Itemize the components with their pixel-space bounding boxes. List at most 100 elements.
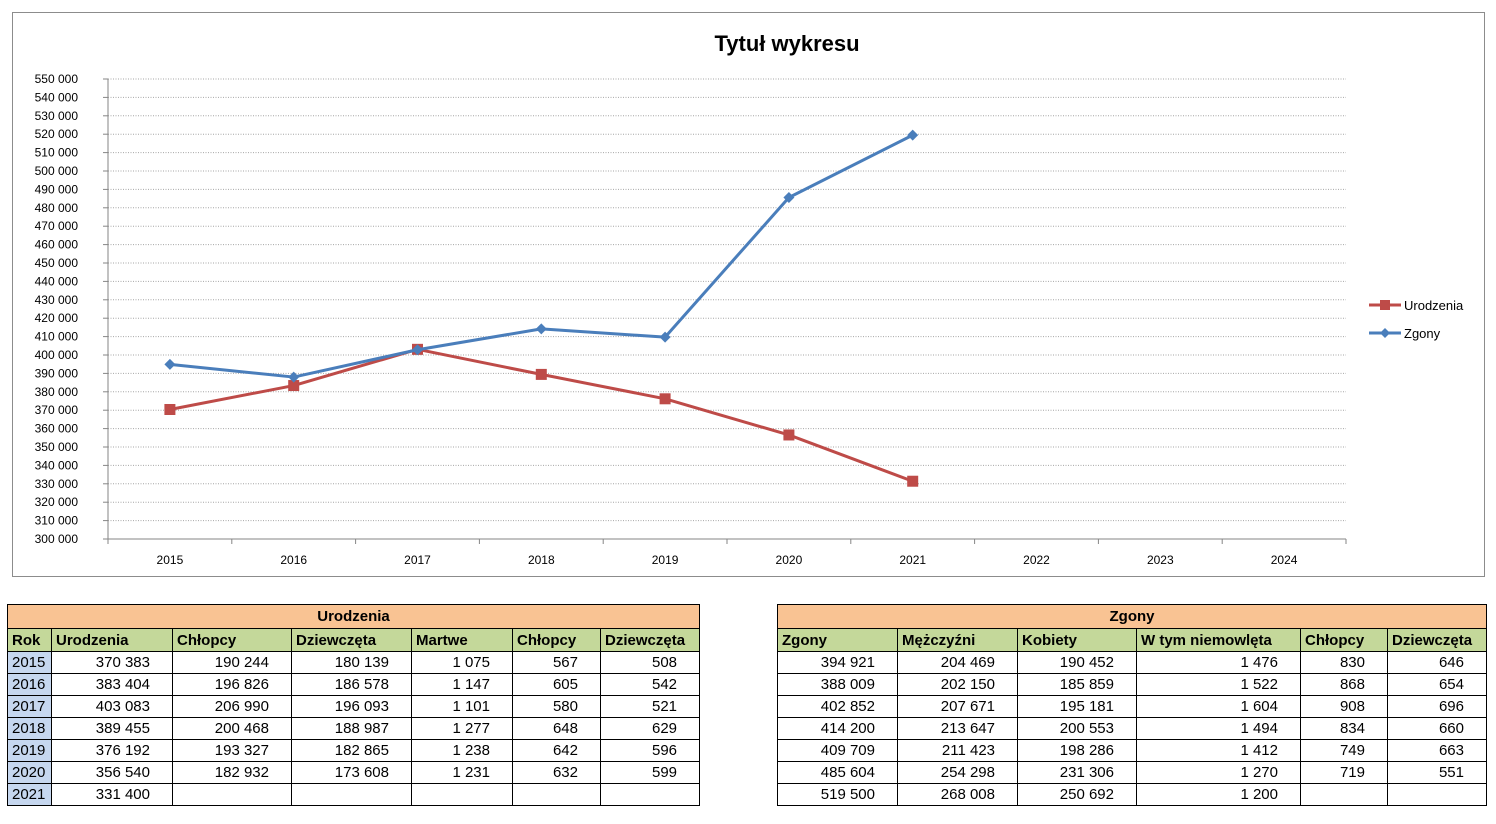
data-point-zgony (659, 331, 671, 343)
table-cell: 200 468 (172, 717, 292, 740)
table-row: 2018 389 455 200 468 188 987 1 277 648 629 (7, 717, 701, 740)
table-cell: 663 (1387, 739, 1487, 762)
y-tick-label: 350 000 (35, 440, 79, 454)
y-tick-label: 470 000 (35, 219, 79, 233)
y-tick-label: 400 000 (35, 348, 79, 362)
table-cell: 370 383 (51, 651, 173, 674)
table-cell: 190 244 (172, 651, 292, 674)
year-cell: 2018 (7, 717, 52, 740)
y-tick-label: 480 000 (35, 201, 79, 215)
table-cell: 542 (599, 673, 701, 696)
table-cell: 388 009 (777, 673, 898, 696)
x-tick-label: 2017 (404, 553, 431, 567)
table-cell: 1 277 (411, 717, 513, 740)
line-chart: Tytuł wykresu 300 000 310 000 320 000 330 00… (35, 31, 1464, 567)
table-cell: 696 (1387, 695, 1487, 718)
x-tick-label: 2018 (528, 553, 555, 567)
x-tick-label: 2024 (1271, 553, 1298, 567)
x-tick-label: 2022 (1023, 553, 1050, 567)
column-header: Rok (7, 628, 52, 652)
table-cell: 1 238 (411, 739, 513, 762)
table-cell: 409 709 (777, 739, 898, 762)
data-point-zgony (288, 371, 300, 383)
table-cell (1387, 783, 1487, 806)
column-header: Kobiety (1017, 628, 1137, 652)
y-tick-label: 330 000 (35, 477, 79, 491)
column-header: Chłopcy (1300, 628, 1388, 652)
column-header: Dziewczęta (291, 628, 412, 652)
table-cell (172, 783, 292, 806)
table-cell: 485 604 (777, 761, 898, 784)
table-cell: 356 540 (51, 761, 173, 784)
chart-title: Tytuł wykresu (714, 31, 859, 56)
table-cell (291, 783, 412, 806)
table-cell: 646 (1387, 651, 1487, 674)
table-row: 2017 403 083 206 990 196 093 1 101 580 521 (7, 695, 701, 718)
y-tick-label: 490 000 (35, 182, 79, 196)
table-cell: 1 200 (1136, 783, 1301, 806)
y-tick-label: 380 000 (35, 385, 79, 399)
x-tick-label: 2021 (899, 553, 926, 567)
table-row: 414 200 213 647 200 553 1 494 834 660 (777, 717, 1487, 740)
table-cell: 331 400 (51, 783, 173, 806)
legend-marker-urodzenia (1380, 300, 1390, 310)
year-cell: 2015 (7, 651, 52, 674)
legend-marker-zgony (1380, 328, 1390, 338)
y-tick-label: 420 000 (35, 311, 79, 325)
table-cell: 207 671 (897, 695, 1018, 718)
table-row: 402 852 207 671 195 181 1 604 908 696 (777, 695, 1487, 718)
x-tick-label: 2015 (157, 553, 184, 567)
y-tick-label: 300 000 (35, 532, 79, 546)
table-cell: 1 147 (411, 673, 513, 696)
table-header-row: Rok Urodzenia Chłopcy Dziewczęta Martwe Chłop… (7, 628, 701, 652)
table-cell: 599 (599, 761, 701, 784)
table-cell: 394 921 (777, 651, 898, 674)
table-cell: 1 522 (1136, 673, 1301, 696)
table-cell: 193 327 (172, 739, 292, 762)
x-tick-label: 2020 (776, 553, 803, 567)
table-cell: 519 500 (777, 783, 898, 806)
table-cell: 182 865 (291, 739, 412, 762)
table-row: 388 009 202 150 185 859 1 522 868 654 (777, 673, 1487, 696)
table-cell: 200 553 (1017, 717, 1137, 740)
table-cell: 383 404 (51, 673, 173, 696)
table-cell: 834 (1300, 717, 1388, 740)
table-cell: 414 200 (777, 717, 898, 740)
y-tick-label: 460 000 (35, 238, 79, 252)
table-cell: 580 (512, 695, 601, 718)
column-header: W tym niemowlęta (1136, 628, 1301, 652)
column-header: Chłopcy (512, 628, 601, 652)
y-tick-label: 540 000 (35, 90, 79, 104)
data-point-urodzenia (907, 475, 919, 487)
y-tick-label: 370 000 (35, 403, 79, 417)
table-cell: 830 (1300, 651, 1388, 674)
table-row: 2020 356 540 182 932 173 608 1 231 632 599 (7, 761, 701, 784)
y-tick-label: 390 000 (35, 366, 79, 380)
table-cell: 196 826 (172, 673, 292, 696)
chart-area: Tytuł wykresu 300 000 310 000 320 000 330 00… (12, 12, 1485, 577)
table-cell: 521 (599, 695, 701, 718)
table-title: Zgony (777, 604, 1487, 629)
table-header-row: Zgony Mężczyźni Kobiety W tym niemowlęta Chł… (777, 628, 1487, 652)
table-row: 485 604 254 298 231 306 1 270 719 551 (777, 761, 1487, 784)
table-row: 519 500 268 008 250 692 1 200 (777, 783, 1487, 806)
table-cell (411, 783, 513, 806)
data-point-urodzenia (164, 403, 176, 415)
data-point-zgony (412, 344, 423, 356)
y-tick-label: 450 000 (35, 256, 79, 270)
y-tick-label: 520 000 (35, 127, 79, 141)
table-cell: 250 692 (1017, 783, 1137, 806)
table-cell: 632 (512, 761, 601, 784)
table-cell: 231 306 (1017, 761, 1137, 784)
year-cell: 2021 (7, 783, 52, 806)
table-cell: 1 075 (411, 651, 513, 674)
legend-label: Urodzenia (1404, 298, 1464, 313)
table-cell: 1 270 (1136, 761, 1301, 784)
year-cell: 2020 (7, 761, 52, 784)
table-title: Urodzenia (6, 604, 701, 629)
table-row: 2019 376 192 193 327 182 865 1 238 642 596 (7, 739, 701, 762)
data-point-urodzenia (659, 393, 671, 405)
table-cell: 180 139 (291, 651, 412, 674)
table-cell: 642 (512, 739, 601, 762)
table-cell: 749 (1300, 739, 1388, 762)
